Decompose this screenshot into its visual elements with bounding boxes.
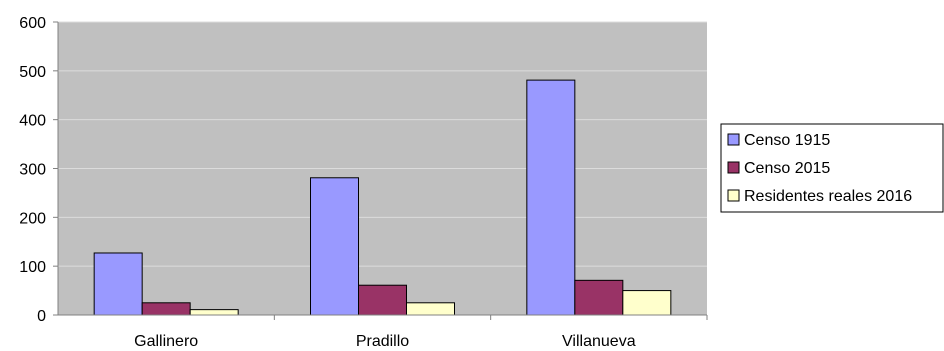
bar-villanueva-series-1 [526,79,576,316]
y-axis-ticks: 0 100 200 300 400 500 600 [19,15,58,325]
legend-label-series-2: Censo 2015 [744,160,830,177]
gridlines [58,21,707,267]
legend-label-series-1: Censo 1915 [744,132,830,149]
x-category-label: Gallinero [134,333,198,350]
bar-gallinero-series-2 [141,302,191,316]
y-tick-label: 600 [19,15,46,32]
bar-pradillo-series-3 [406,302,455,316]
bar-pradillo-series-2 [358,284,407,316]
bar-gallinero-series-3 [189,309,239,316]
y-tick-label: 400 [19,113,46,130]
legend-swatch-series-1 [727,133,740,146]
y-tick-label: 300 [19,162,46,179]
legend-label-series-3: Residentes reales 2016 [744,188,912,205]
x-category-label: Villanueva [562,333,636,350]
y-tick-label: 500 [19,64,46,81]
legend-box [720,123,944,213]
legend-swatch-series-3 [727,189,740,202]
y-tick-label: 100 [19,259,46,276]
x-axis-labels: Gallinero Pradillo Villanueva [134,333,636,350]
y-tick-label: 0 [37,308,46,325]
bar-villanueva-series-2 [574,279,624,316]
y-tick-label: 200 [19,210,46,227]
bar-villanueva-series-3 [622,290,672,316]
x-category-label: Pradillo [356,333,409,350]
legend-swatch-series-2 [727,161,740,174]
bar-pradillo-series-1 [310,177,359,316]
bars [93,79,672,316]
legend: Censo 1915 Censo 2015 Residentes reales 20… [720,123,944,213]
bar-gallinero-series-1 [93,252,143,316]
